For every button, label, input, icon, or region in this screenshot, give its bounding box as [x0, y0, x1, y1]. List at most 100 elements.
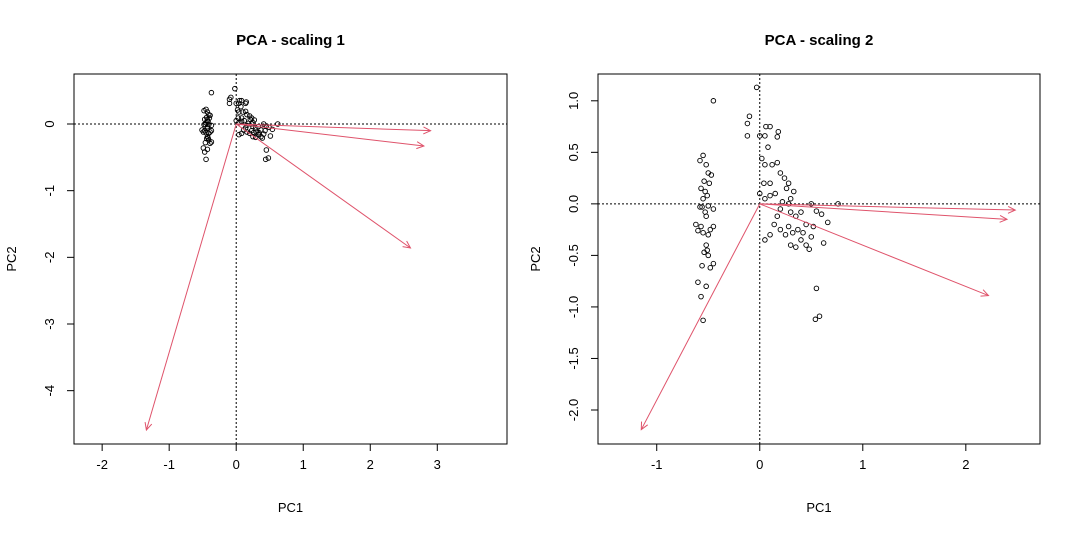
data-point [242, 100, 249, 107]
data-point [204, 146, 211, 153]
data-point [236, 109, 242, 115]
data-point [702, 188, 708, 195]
data-point [791, 188, 797, 195]
data-point [787, 209, 794, 215]
data-point [244, 111, 250, 118]
arrow-head [980, 289, 990, 297]
data-point [705, 252, 711, 259]
x-tick-label: 1 [859, 457, 866, 472]
data-point [263, 147, 270, 153]
panel-1: PCA - scaling 1 -2 -1 0 1 2 3 0 -1 -2 -3 -4 PC1 PC2 [4, 32, 508, 515]
y-tick-label: 1.0 [566, 92, 581, 110]
data-point [820, 240, 827, 246]
data-point [205, 135, 211, 141]
data-point [710, 98, 717, 104]
data-point [207, 140, 213, 147]
data-point [698, 185, 704, 192]
loading-arrow [640, 203, 761, 430]
data-point [781, 175, 788, 181]
x-tick-label: 0 [756, 457, 763, 472]
data-point [782, 232, 789, 238]
data-point [703, 242, 709, 248]
data-point [695, 279, 701, 285]
data-point [800, 229, 806, 236]
data-point [232, 85, 238, 92]
data-point [706, 180, 713, 186]
data-point [259, 135, 266, 141]
data-point [238, 118, 245, 125]
data-point [767, 123, 773, 130]
loading-arrow [759, 203, 1008, 220]
data-point [767, 232, 773, 238]
arrow-head [1007, 205, 1017, 214]
data-point [707, 226, 714, 233]
data-point [701, 178, 707, 184]
data-point [774, 134, 781, 140]
x-tick-label: -2 [96, 457, 108, 472]
data-point [204, 109, 211, 115]
data-point [763, 123, 769, 130]
data-point [704, 192, 710, 199]
y-tick-label: -1.0 [566, 296, 581, 318]
data-point [703, 213, 709, 219]
arrow-head [402, 240, 412, 249]
data-point [700, 152, 706, 159]
loading-arrow [759, 203, 989, 297]
data-point [775, 128, 782, 135]
data-point [238, 103, 244, 110]
data-point [787, 195, 794, 202]
data-point [703, 283, 709, 290]
plot-frame [73, 73, 508, 445]
data-point [744, 133, 751, 139]
data-point [710, 206, 717, 212]
data-point [803, 242, 809, 248]
data-point [698, 293, 704, 300]
arrow-head [999, 214, 1009, 223]
data-point [777, 226, 784, 233]
data-point [744, 120, 751, 127]
data-point [252, 134, 259, 141]
data-point [785, 180, 792, 186]
data-point [250, 129, 257, 136]
data-point [762, 237, 768, 243]
data-point [761, 180, 767, 186]
data-point [252, 125, 259, 131]
arrow-head [640, 421, 648, 431]
data-point [777, 170, 784, 176]
x-tick-label: 2 [962, 457, 969, 472]
data-point [772, 190, 778, 197]
data-point [757, 190, 763, 197]
plot-frame [597, 73, 1041, 445]
x-tick-label: -1 [651, 457, 663, 472]
data-point [236, 97, 243, 104]
chart-title: PCA - scaling 2 [765, 32, 874, 49]
data-point [262, 127, 268, 134]
x-tick-label: 2 [367, 457, 374, 472]
y-tick-label: -2 [42, 252, 57, 264]
data-point [798, 209, 804, 215]
data-point [812, 316, 819, 323]
data-point [787, 242, 794, 248]
data-point [208, 89, 215, 96]
data-point [710, 223, 717, 230]
data-point [262, 156, 269, 163]
data-point [757, 133, 763, 139]
x-tick-label: 3 [434, 457, 441, 472]
data-point [813, 285, 820, 292]
data-point [240, 109, 246, 115]
x-tick-label: -1 [163, 457, 175, 472]
y-tick-label: -2.0 [566, 399, 581, 421]
data-point [256, 129, 262, 136]
arrow-head [144, 422, 153, 432]
data-point [699, 204, 705, 210]
y-axis-label: PC2 [4, 246, 19, 271]
data-point [808, 201, 815, 207]
data-point [707, 265, 714, 271]
data-point [708, 172, 715, 178]
data-point [825, 219, 831, 226]
data-point [762, 133, 768, 139]
x-tick-label: 0 [233, 457, 240, 472]
data-point [759, 155, 765, 162]
y-tick-label: -4 [42, 385, 57, 397]
loading-arrow [235, 123, 411, 249]
